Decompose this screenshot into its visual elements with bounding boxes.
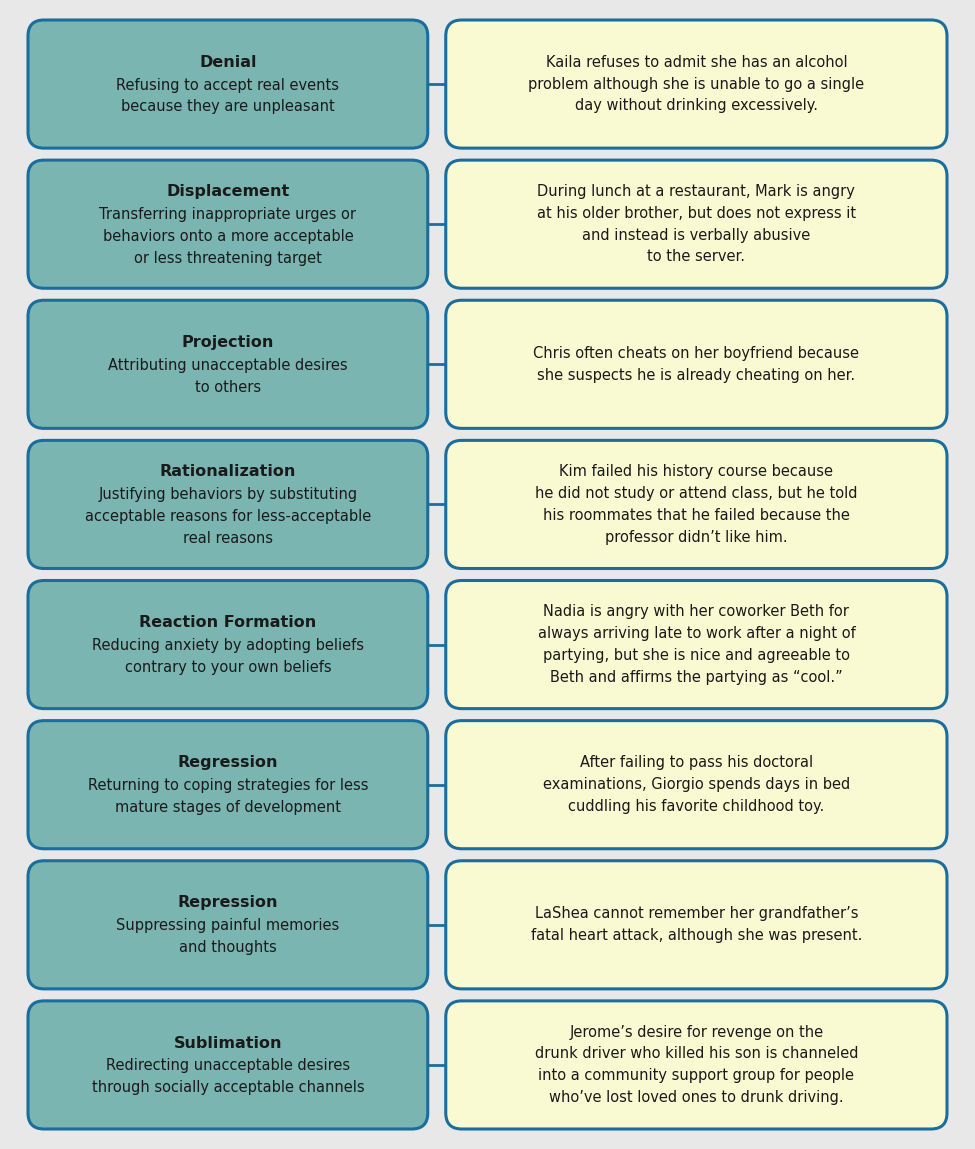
Text: Suppressing painful memories: Suppressing painful memories [116,918,339,933]
Text: through socially acceptable channels: through socially acceptable channels [92,1080,365,1095]
FancyBboxPatch shape [446,580,947,709]
Text: Kaila refuses to admit she has an alcohol: Kaila refuses to admit she has an alcoho… [546,55,847,70]
Text: Sublimation: Sublimation [174,1035,282,1050]
FancyBboxPatch shape [28,580,428,709]
Text: After failing to pass his doctoral: After failing to pass his doctoral [580,755,813,770]
Text: Beth and affirms the partying as “cool.”: Beth and affirms the partying as “cool.” [550,670,842,685]
Text: partying, but she is nice and agreeable to: partying, but she is nice and agreeable … [543,648,850,663]
FancyBboxPatch shape [446,861,947,989]
Text: Transferring inappropriate urges or: Transferring inappropriate urges or [99,207,357,222]
Text: cuddling his favorite childhood toy.: cuddling his favorite childhood toy. [568,799,825,813]
Text: Attributing unacceptable desires: Attributing unacceptable desires [108,357,348,373]
Text: Reducing anxiety by adopting beliefs: Reducing anxiety by adopting beliefs [92,638,364,653]
Text: problem although she is unable to go a single: problem although she is unable to go a s… [528,77,865,92]
Text: real reasons: real reasons [183,531,273,546]
Text: acceptable reasons for less-acceptable: acceptable reasons for less-acceptable [85,509,371,524]
Text: Rationalization: Rationalization [160,464,296,479]
FancyBboxPatch shape [446,720,947,849]
Text: behaviors onto a more acceptable: behaviors onto a more acceptable [102,229,353,244]
FancyBboxPatch shape [446,440,947,569]
Text: he did not study or attend class, but he told: he did not study or attend class, but he… [535,486,858,501]
FancyBboxPatch shape [446,300,947,429]
FancyBboxPatch shape [28,440,428,569]
Text: examinations, Giorgio spends days in bed: examinations, Giorgio spends days in bed [543,777,850,792]
FancyBboxPatch shape [28,861,428,989]
Text: or less threatening target: or less threatening target [134,250,322,265]
Text: Redirecting unacceptable desires: Redirecting unacceptable desires [106,1058,350,1073]
Text: day without drinking excessively.: day without drinking excessively. [575,99,818,114]
Text: drunk driver who killed his son is channeled: drunk driver who killed his son is chann… [534,1047,858,1062]
Text: Regression: Regression [177,755,278,770]
FancyBboxPatch shape [446,20,947,148]
Text: Nadia is angry with her coworker Beth for: Nadia is angry with her coworker Beth fo… [543,604,849,619]
Text: Kim failed his history course because: Kim failed his history course because [560,464,834,479]
Text: and thoughts: and thoughts [179,940,277,955]
Text: his roommates that he failed because the: his roommates that he failed because the [543,508,850,523]
Text: During lunch at a restaurant, Mark is angry: During lunch at a restaurant, Mark is an… [537,184,855,199]
Text: contrary to your own beliefs: contrary to your own beliefs [125,660,332,674]
Text: Reaction Formation: Reaction Formation [139,615,317,630]
FancyBboxPatch shape [28,160,428,288]
Text: always arriving late to work after a night of: always arriving late to work after a nig… [537,626,855,641]
FancyBboxPatch shape [446,1001,947,1129]
FancyBboxPatch shape [28,20,428,148]
Text: fatal heart attack, although she was present.: fatal heart attack, although she was pre… [530,928,862,943]
FancyBboxPatch shape [28,300,428,429]
FancyBboxPatch shape [446,160,947,288]
Text: Returning to coping strategies for less: Returning to coping strategies for less [88,778,369,793]
FancyBboxPatch shape [28,720,428,849]
Text: LaShea cannot remember her grandfather’s: LaShea cannot remember her grandfather’s [534,907,858,921]
Text: to the server.: to the server. [647,249,745,264]
Text: to others: to others [195,379,261,395]
Text: mature stages of development: mature stages of development [115,800,341,815]
Text: professor didn’t like him.: professor didn’t like him. [605,530,788,545]
Text: Justifying behaviors by substituting: Justifying behaviors by substituting [98,487,358,502]
Text: Refusing to accept real events: Refusing to accept real events [116,78,339,93]
Text: Jerome’s desire for revenge on the: Jerome’s desire for revenge on the [569,1025,824,1040]
Text: because they are unpleasant: because they are unpleasant [121,100,334,115]
Text: Denial: Denial [199,55,256,70]
Text: at his older brother, but does not express it: at his older brother, but does not expre… [537,206,856,221]
Text: into a community support group for people: into a community support group for peopl… [538,1069,854,1084]
Text: Projection: Projection [181,336,274,350]
Text: Repression: Repression [177,895,278,910]
FancyBboxPatch shape [28,1001,428,1129]
Text: Chris often cheats on her boyfriend because: Chris often cheats on her boyfriend beca… [533,346,859,361]
Text: who’ve lost loved ones to drunk driving.: who’ve lost loved ones to drunk driving. [549,1090,843,1105]
Text: Displacement: Displacement [167,184,290,199]
Text: and instead is verbally abusive: and instead is verbally abusive [582,228,810,242]
Text: she suspects he is already cheating on her.: she suspects he is already cheating on h… [537,368,855,383]
